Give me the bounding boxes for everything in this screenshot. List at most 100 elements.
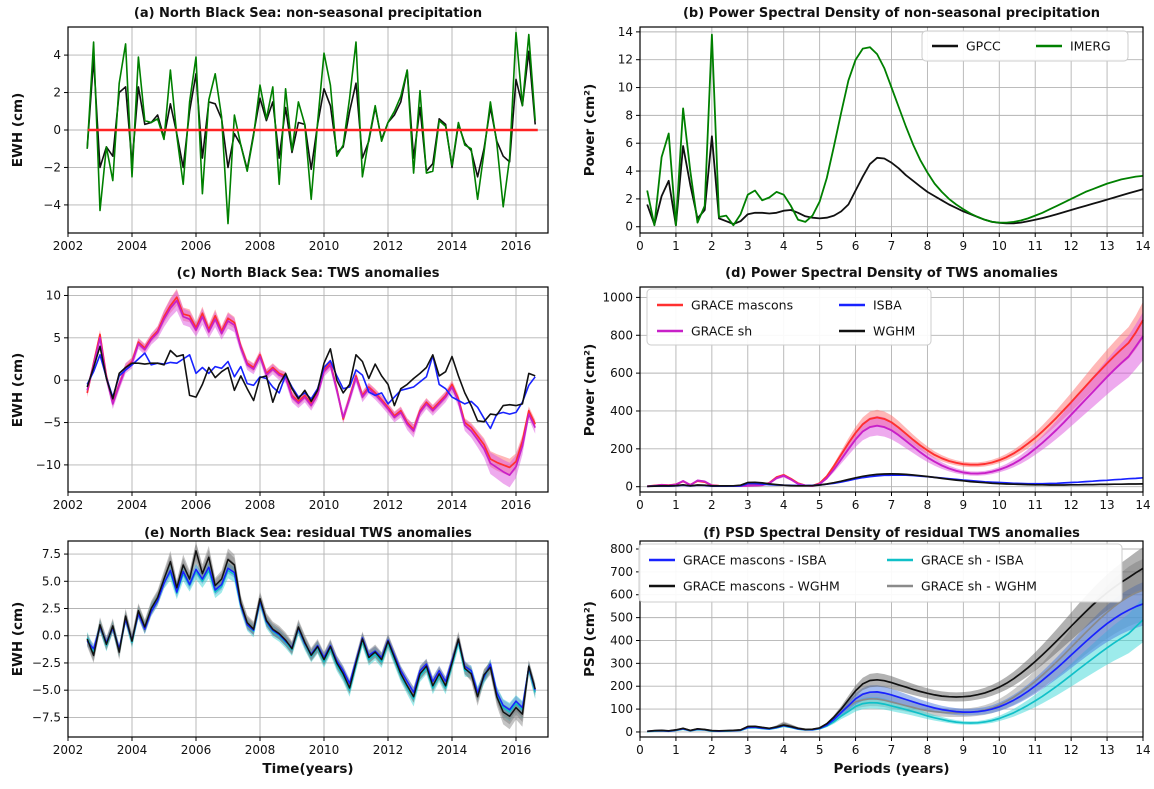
panel-c-plot: 2002 2004 2006 2008 2010 2012 2014 2016 −10 −5 0 5 1… — [36, 286, 549, 512]
svg-text:2014: 2014 — [437, 239, 468, 253]
svg-text:11: 11 — [1028, 239, 1043, 253]
svg-text:2002: 2002 — [53, 239, 84, 253]
panel-b-title: (b) Power Spectral Density of non-season… — [682, 6, 1101, 21]
svg-text:4: 4 — [780, 239, 788, 253]
svg-text:2008: 2008 — [245, 743, 276, 757]
svg-text:5: 5 — [816, 743, 824, 757]
svg-text:GRACE mascons - ISBA: GRACE mascons - ISBA — [683, 553, 827, 568]
svg-text:0: 0 — [636, 239, 644, 253]
svg-text:14: 14 — [1135, 239, 1150, 253]
svg-text:2004: 2004 — [117, 239, 148, 253]
svg-text:2016: 2016 — [501, 743, 532, 757]
svg-text:4: 4 — [780, 743, 788, 757]
svg-text:11: 11 — [1028, 743, 1043, 757]
svg-text:800: 800 — [610, 328, 633, 342]
svg-text:10: 10 — [46, 288, 61, 302]
svg-text:200: 200 — [610, 442, 633, 456]
svg-text:300: 300 — [610, 656, 633, 670]
svg-text:200: 200 — [610, 679, 633, 693]
svg-text:WGHM: WGHM — [873, 324, 915, 339]
panel-f-ylabel: PSD (cm²) — [582, 601, 598, 677]
svg-text:0: 0 — [625, 480, 633, 494]
svg-text:2: 2 — [708, 498, 716, 512]
svg-text:9: 9 — [960, 743, 968, 757]
panel-e-title: (e) North Black Sea: residual TWS anomal… — [144, 526, 472, 541]
svg-text:−2: −2 — [43, 160, 61, 174]
svg-text:14: 14 — [618, 25, 633, 39]
svg-text:4: 4 — [625, 164, 633, 178]
svg-text:6: 6 — [852, 743, 860, 757]
panel-e: 2002 2004 2006 2008 2010 2012 2014 2016 −7.5 −5.0… — [0, 526, 577, 789]
svg-text:600: 600 — [610, 366, 633, 380]
svg-text:0: 0 — [53, 123, 61, 137]
svg-text:5: 5 — [816, 239, 824, 253]
panel-f-title: (f) PSD Spectral Density of residual TWS… — [703, 526, 1080, 541]
svg-text:11: 11 — [1028, 498, 1043, 512]
svg-text:3: 3 — [744, 498, 752, 512]
panel-d-plot: 0 1 2 3 4 5 6 7 8 9 10 11 12 13 1402004006008001000GRA… — [602, 286, 1151, 512]
svg-text:2: 2 — [708, 239, 716, 253]
svg-text:1: 1 — [672, 498, 680, 512]
panel-d-title: (d) Power Spectral Density of TWS anomal… — [725, 266, 1058, 281]
svg-text:2016: 2016 — [501, 239, 532, 253]
svg-text:2006: 2006 — [181, 743, 212, 757]
svg-text:10: 10 — [992, 239, 1007, 253]
svg-text:9: 9 — [960, 498, 968, 512]
svg-text:0: 0 — [636, 498, 644, 512]
svg-text:7: 7 — [888, 239, 896, 253]
svg-text:400: 400 — [610, 633, 633, 647]
svg-text:0: 0 — [625, 220, 633, 234]
svg-text:14: 14 — [1135, 498, 1150, 512]
panel-b-ylabel: Power (cm²) — [582, 83, 598, 177]
svg-text:13: 13 — [1099, 498, 1114, 512]
svg-text:5: 5 — [816, 498, 824, 512]
svg-text:400: 400 — [610, 404, 633, 418]
svg-text:GRACE sh - ISBA: GRACE sh - ISBA — [921, 553, 1024, 568]
svg-text:5: 5 — [53, 331, 61, 345]
svg-text:12: 12 — [1064, 498, 1079, 512]
svg-text:600: 600 — [610, 588, 633, 602]
svg-text:2010: 2010 — [309, 239, 340, 253]
panel-f: 0 1 2 3 4 5 6 7 8 9 10 11 12 13 14 0 100 200 300 400 500 600 7… — [577, 526, 1154, 789]
svg-text:8: 8 — [625, 108, 633, 122]
svg-text:8: 8 — [924, 498, 932, 512]
svg-text:−5: −5 — [43, 416, 61, 430]
svg-text:2008: 2008 — [245, 498, 276, 512]
svg-text:12: 12 — [1064, 743, 1079, 757]
svg-text:2010: 2010 — [309, 743, 340, 757]
svg-text:2008: 2008 — [245, 239, 276, 253]
svg-text:−10: −10 — [36, 458, 61, 472]
svg-text:700: 700 — [610, 565, 633, 579]
panel-a-plot: 2002 2004 2006 2008 2010 2012 2014 2016 −4 −2 0 2 4 — [43, 26, 549, 253]
svg-text:2002: 2002 — [53, 743, 84, 757]
svg-text:7: 7 — [888, 743, 896, 757]
panel-c-title: (c) North Black Sea: TWS anomalies — [176, 266, 440, 281]
svg-text:2010: 2010 — [309, 498, 340, 512]
svg-text:2: 2 — [708, 743, 716, 757]
panel-c-ylabel: EWH (cm) — [10, 352, 26, 427]
svg-text:1: 1 — [672, 743, 680, 757]
svg-text:5.0: 5.0 — [42, 574, 61, 588]
svg-text:3: 3 — [744, 239, 752, 253]
panel-e-xlabel: Time(years) — [262, 761, 354, 777]
svg-text:800: 800 — [610, 542, 633, 556]
svg-text:2014: 2014 — [437, 498, 468, 512]
panel-a-ylabel: EWH (cm) — [10, 92, 26, 168]
svg-text:2014: 2014 — [437, 743, 468, 757]
svg-text:2012: 2012 — [373, 743, 404, 757]
svg-text:2002: 2002 — [53, 498, 84, 512]
svg-text:0: 0 — [53, 373, 61, 387]
panel-e-ylabel: EWH (cm) — [10, 601, 26, 677]
svg-text:100: 100 — [610, 702, 633, 716]
svg-text:10: 10 — [992, 743, 1007, 757]
svg-text:GRACE sh: GRACE sh — [691, 324, 752, 339]
svg-text:14: 14 — [1135, 743, 1150, 757]
svg-text:1000: 1000 — [602, 290, 633, 304]
svg-text:−2.5: −2.5 — [32, 656, 61, 670]
svg-text:GRACE mascons - WGHM: GRACE mascons - WGHM — [683, 579, 840, 594]
panel-c: 2002 2004 2006 2008 2010 2012 2014 2016 −10 −5 0 5 1… — [0, 263, 577, 526]
svg-text:2004: 2004 — [117, 498, 148, 512]
svg-text:GPCC: GPCC — [966, 39, 1001, 54]
